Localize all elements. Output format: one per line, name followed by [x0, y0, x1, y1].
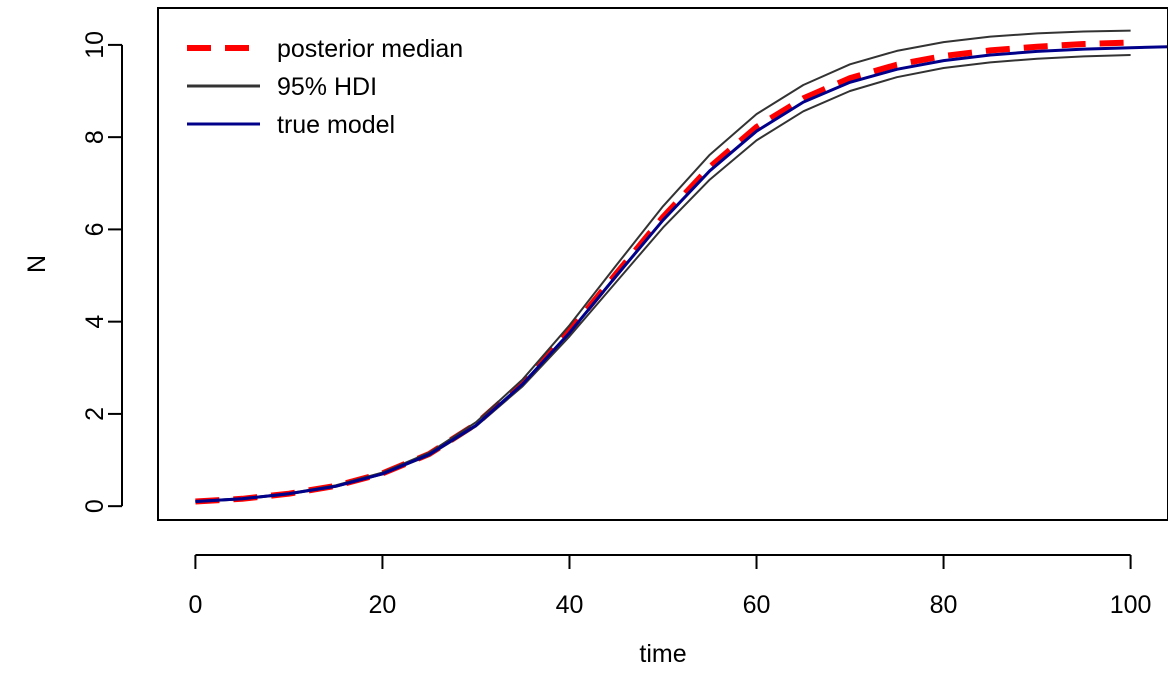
- y-axis-label: N: [23, 255, 51, 273]
- series-line-3: [195, 45, 1168, 503]
- legend-label-1: 95% HDI: [277, 73, 377, 101]
- legend-label-0: posterior median: [277, 35, 463, 63]
- x-tick-label: 40: [556, 591, 584, 619]
- y-tick-label: 8: [81, 130, 109, 144]
- legend-label-3: true model: [277, 111, 395, 139]
- y-tick-label: 10: [81, 31, 109, 59]
- series-layer: [195, 29, 1168, 505]
- x-axis-label: time: [639, 640, 686, 668]
- y-tick-label: 0: [81, 499, 109, 513]
- y-axis: 0 2 4 6 8 10: [81, 31, 123, 513]
- x-tick-label: 100: [1110, 591, 1152, 619]
- x-tick-label: 60: [743, 591, 771, 619]
- y-tick-label: 2: [81, 407, 109, 421]
- x-tick-label: 0: [188, 591, 202, 619]
- x-tick-label: 20: [369, 591, 397, 619]
- y-tick-label: 6: [81, 222, 109, 236]
- x-axis: 0 20 40 60 80 100: [188, 554, 1152, 619]
- y-tick-label: 4: [81, 315, 109, 329]
- x-tick-label: 80: [930, 591, 958, 619]
- plot-frame: [157, 7, 1168, 521]
- legend: posterior median 95% HDI true model: [187, 35, 463, 139]
